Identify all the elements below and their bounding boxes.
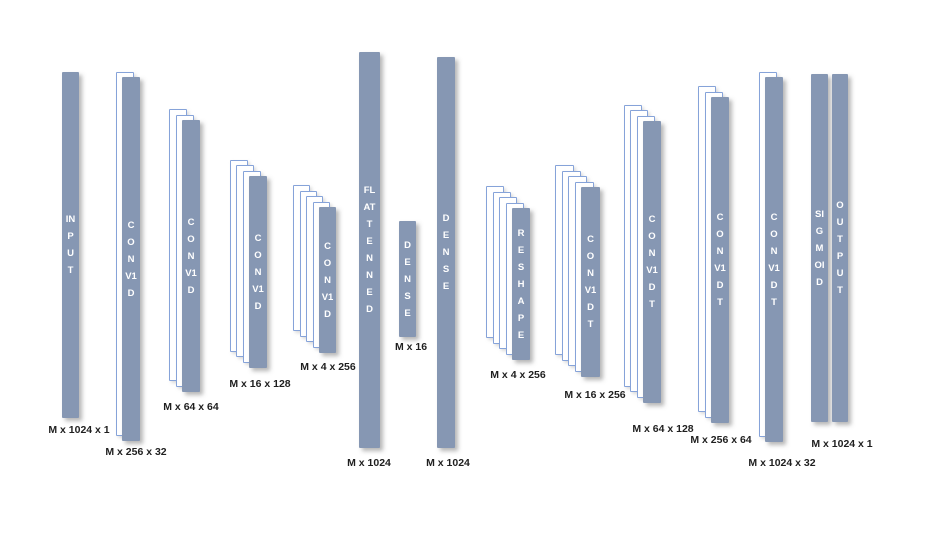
conv1dt-layer-bar: CONV1DT — [581, 187, 600, 377]
layer-dim-label: M x 16 x 128 — [229, 378, 291, 390]
layer-dim-label: M x 4 x 256 — [490, 369, 546, 381]
layer-name-label: CONV1DT — [646, 214, 658, 310]
layer-name-label: CONV1DT — [584, 234, 597, 330]
conv1d-layer-bar: CONV1D — [249, 176, 267, 368]
layer-name-label: DENSE — [442, 213, 450, 292]
conv1d-layer-bar: CONV1D — [122, 77, 140, 441]
layer-dim-label: M x 4 x 256 — [300, 361, 356, 373]
layer-dim-label: M x 64 x 128 — [632, 423, 694, 435]
dense-layer-bar: DENSE — [399, 221, 416, 337]
layer-name-label: CONV1DT — [714, 212, 726, 308]
layer-dim-label: M x 1024 x 1 — [48, 424, 110, 436]
layer-dim-label: M x 256 x 64 — [690, 434, 752, 446]
layer-dim-label: M x 1024 x 32 — [748, 457, 816, 469]
layer-name-label: FLATTENNED — [363, 185, 376, 315]
layer-dim-label: M x 16 x 256 — [564, 389, 626, 401]
layer-dim-label: M x 256 x 32 — [105, 446, 167, 458]
layer-name-label: DENSE — [404, 239, 411, 319]
layer-dim-label: M x 16 — [394, 341, 428, 353]
output-layer-bar: OUTPUT — [832, 74, 848, 422]
conv1d-layer-bar: CONV1D — [182, 120, 200, 392]
layer-name-label: RESHAPE — [517, 227, 525, 341]
input-layer-bar: INPUT — [62, 72, 79, 418]
layer-name-label: CONV1D — [321, 240, 334, 320]
layer-name-label: CONV1D — [125, 219, 137, 299]
flattenned-layer-bar: FLATTENNED — [359, 52, 380, 448]
layer-name-label: CONV1DT — [768, 211, 780, 308]
layer-dim-label: M x 1024 — [347, 457, 391, 469]
sigmoid-layer-bar: SIGMOID — [811, 74, 828, 422]
dense-layer-bar: DENSE — [437, 57, 455, 448]
layer-name-label: INPUT — [65, 214, 76, 276]
conv1dt-layer-bar: CONV1DT — [643, 121, 661, 403]
conv1d-layer-bar: CONV1D — [319, 207, 336, 353]
layer-name-label: OUTPUT — [836, 200, 844, 296]
conv1dt-layer-bar: CONV1DT — [711, 97, 729, 423]
layer-name-label: CONV1D — [185, 216, 197, 296]
layer-dim-label: M x 1024 x 1 — [811, 438, 873, 450]
layer-name-label: CONV1D — [252, 232, 264, 312]
layer-dim-label: M x 1024 — [426, 457, 470, 469]
layer-name-label: SIGMOID — [814, 208, 825, 288]
conv1dt-layer-bar: CONV1DT — [765, 77, 783, 442]
reshape-layer-bar: RESHAPE — [512, 208, 530, 360]
layer-dim-label: M x 64 x 64 — [163, 401, 219, 413]
